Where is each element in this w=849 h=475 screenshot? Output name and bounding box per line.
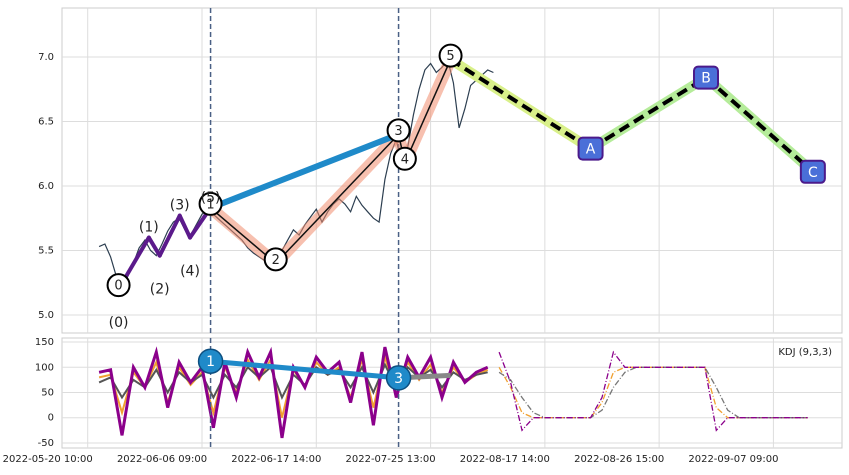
wave-label: 3 [394,371,403,387]
wave-label: 1 [206,197,214,212]
wave-label: 3 [394,124,402,139]
wave-point [386,118,411,143]
y-tick-label: 6.5 [38,116,54,127]
y-tick-label: 5.0 [38,310,54,321]
trend-line [209,131,400,211]
subwave-line [177,213,192,240]
x-tick-label: 2022-06-06 09:00 [117,454,207,465]
x-tick-label: 2022-07-25 13:00 [346,454,436,465]
impulse-line [275,133,400,264]
subwave-label: (0) [109,315,129,331]
correction-line [704,76,815,174]
x-tick-label: 2022-09-07 09:00 [688,454,778,465]
wave-point [799,159,826,184]
price-line [98,58,494,288]
x-tick-label: 2022-08-17 14:00 [460,454,550,465]
y-tick-label: 5.5 [38,245,54,256]
y-tick-label: 0 [48,413,54,424]
wave-label: 1 [206,354,215,370]
wave-point [263,247,288,272]
wave-point [385,365,412,391]
wave-label: 2 [272,253,280,268]
y-tick-label: 7.0 [38,52,54,63]
y-tick-label: -50 [38,438,54,449]
y-tick-label: 150 [35,337,54,348]
subwave-line [157,213,182,258]
wave-label: C [808,165,818,181]
wave-point [577,136,604,161]
subwave-label: (1) [139,220,159,236]
wave-label: 0 [114,279,122,294]
y-tick-label: 6.0 [38,181,54,192]
wave-point [197,348,224,374]
kdj-wave-line [210,358,399,381]
impulse-line [404,59,452,164]
x-tick-label: 2022-05-20 10:00 [3,454,93,465]
wave-point [198,191,223,216]
subwave-label: (2) [150,282,170,298]
subwave-label: (4) [180,264,200,280]
subwave-label: (5) [201,190,221,206]
kdj-projection [498,350,808,432]
y-tick-label: 100 [35,362,54,373]
wave-point [693,65,719,90]
x-tick-label: 2022-06-17 14:00 [231,454,321,465]
wave-label: 5 [446,49,454,64]
wave-label: B [701,71,711,87]
correction-line [449,57,592,151]
kdj-panel [61,337,843,449]
y-tick-label: 50 [41,387,54,398]
wave-point [392,146,417,171]
indicator-label: KDJ (9,3,3) [778,347,832,358]
wave-point [438,43,463,68]
correction-line [589,75,708,151]
x-tick-label: 2022-08-26 15:00 [574,454,664,465]
wave-label: 4 [401,152,409,167]
wave-point [106,273,131,298]
subwave-label: (3) [170,198,190,214]
wave-label: A [586,142,596,158]
subwave-line [146,235,162,258]
impulse-line [210,207,277,264]
